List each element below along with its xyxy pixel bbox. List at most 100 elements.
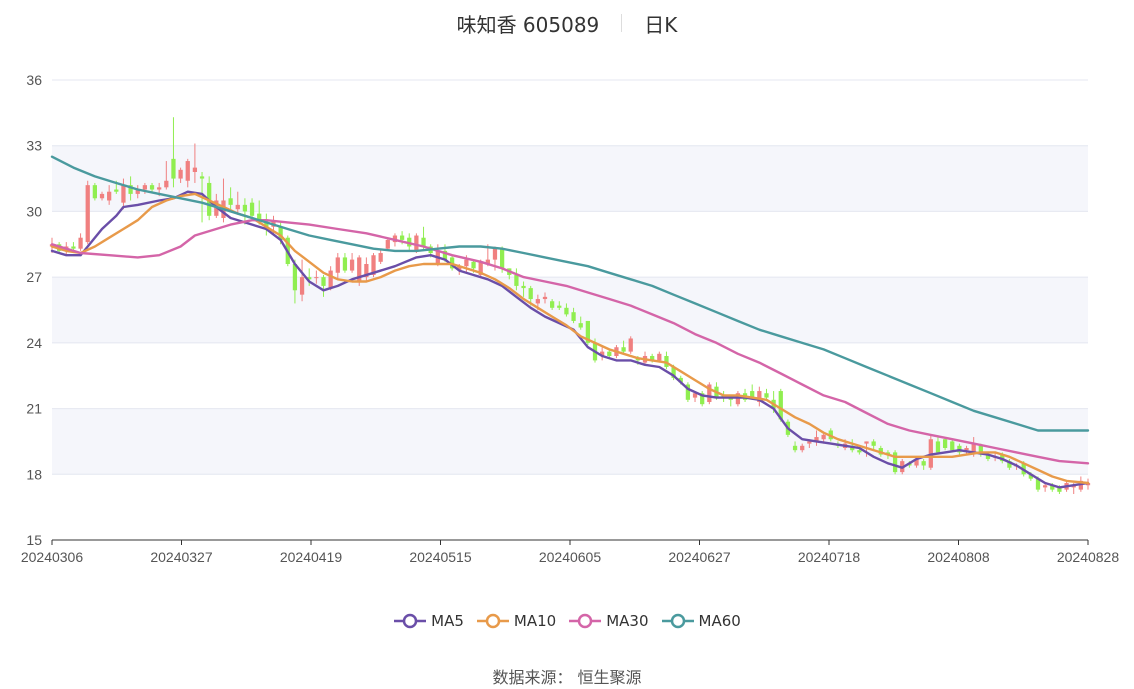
candle-body	[571, 312, 576, 321]
candle-body	[235, 204, 240, 210]
legend-marker-icon	[476, 613, 509, 629]
candle-body	[478, 261, 483, 275]
legend-item-ma10[interactable]: MA10	[476, 612, 556, 630]
candle-body	[349, 259, 355, 271]
candle-body	[521, 285, 526, 289]
candle-body	[192, 167, 198, 172]
candle-body	[1007, 461, 1012, 468]
legend-label: MA10	[513, 612, 557, 630]
candle-body	[978, 445, 983, 455]
candle-body	[814, 437, 819, 442]
candle-body	[607, 351, 612, 356]
y-tick-label: 33	[26, 138, 42, 154]
y-tick-label: 15	[26, 532, 42, 548]
candle-body	[671, 366, 676, 378]
candle-body	[121, 185, 126, 203]
x-tick-label: 20240605	[539, 549, 602, 565]
data-source: 数据来源： 恒生聚源	[0, 664, 1134, 688]
candle-body	[99, 193, 105, 199]
candle-body	[171, 158, 176, 179]
candle-body	[535, 299, 540, 304]
candle-body	[792, 445, 798, 451]
candle-body	[157, 187, 162, 190]
candle-body	[800, 445, 805, 451]
candle-body	[364, 264, 369, 278]
x-tick-label: 20240515	[409, 549, 472, 565]
candle-body	[935, 441, 941, 453]
candle-body	[657, 353, 662, 361]
candle-body	[707, 384, 712, 402]
title-divider	[621, 14, 623, 32]
candle-body	[950, 441, 955, 451]
candle-body	[964, 448, 969, 451]
stock-name: 味知香 605089	[456, 12, 600, 37]
candle-body	[164, 180, 169, 188]
source-name: 恒生聚源	[577, 668, 642, 687]
legend-label: MA60	[698, 612, 741, 630]
y-tick-label: 18	[26, 466, 42, 482]
legend-item-ma5[interactable]: MA5	[393, 612, 464, 630]
candle-body	[71, 246, 76, 249]
candle-body	[857, 450, 862, 453]
candle-body	[600, 351, 605, 356]
candle-body	[107, 191, 112, 201]
candle-body	[421, 237, 426, 247]
period-label[interactable]: 日K	[644, 12, 678, 37]
candle-body	[1043, 485, 1048, 488]
candle-body	[178, 169, 183, 179]
legend-label: MA30	[606, 612, 649, 630]
plot-bands	[52, 145, 1088, 475]
candle-body	[499, 248, 505, 269]
ma-lines	[50, 155, 1090, 489]
legend-marker-icon	[394, 613, 427, 629]
legend-label: MA5	[431, 612, 464, 630]
candle-body	[557, 305, 562, 308]
candle-body	[335, 257, 340, 273]
candle-body	[357, 257, 362, 282]
candle-body	[578, 323, 583, 328]
candle-body	[414, 235, 419, 251]
x-tick-label: 20240828	[1057, 549, 1120, 565]
candle-body	[457, 266, 462, 271]
candle-body	[278, 226, 283, 240]
candle-body	[78, 237, 83, 249]
legend-item-ma60[interactable]: MA60	[661, 612, 741, 630]
candle-body	[321, 277, 326, 286]
ma-line-ma60	[50, 155, 1090, 432]
candle-body	[778, 391, 783, 420]
candle-body	[650, 356, 655, 361]
y-tick-label: 30	[26, 203, 42, 219]
candle-body	[492, 248, 498, 260]
y-tick-label: 24	[26, 335, 42, 351]
candle-body	[685, 384, 691, 400]
candle-body	[378, 253, 383, 262]
candle-body	[307, 277, 312, 280]
candle-body	[628, 338, 633, 352]
chart-title: 味知香 605089 日K	[0, 8, 1134, 38]
x-axis: 20240306 20240327 20240419 20240515 20240605…	[21, 539, 1120, 565]
candle-body	[942, 439, 948, 448]
candle-body	[314, 277, 319, 279]
source-label: 数据来源：	[492, 668, 573, 687]
grid-lines	[52, 79, 1088, 541]
candle-body	[292, 264, 298, 291]
y-axis: 15 18 21 24 27 30 33 36	[26, 72, 42, 548]
candle-body	[92, 185, 97, 199]
candle-body	[764, 393, 769, 398]
candle-body	[257, 213, 262, 221]
legend-item-ma30[interactable]: MA30	[568, 612, 649, 630]
ma-line-ma10	[50, 192, 1090, 485]
y-tick-label: 21	[26, 401, 42, 417]
candle-body	[385, 239, 390, 249]
candle-body	[85, 185, 90, 243]
candle-body	[564, 307, 569, 315]
candle-body	[142, 185, 148, 190]
candle-body	[821, 434, 826, 440]
candle-body	[971, 443, 976, 453]
candle-body	[921, 461, 926, 466]
legend-marker-icon	[569, 613, 602, 629]
candle-body	[328, 270, 333, 289]
candle-body	[807, 441, 812, 444]
candle-body	[692, 393, 698, 398]
candle-body	[1028, 474, 1033, 479]
